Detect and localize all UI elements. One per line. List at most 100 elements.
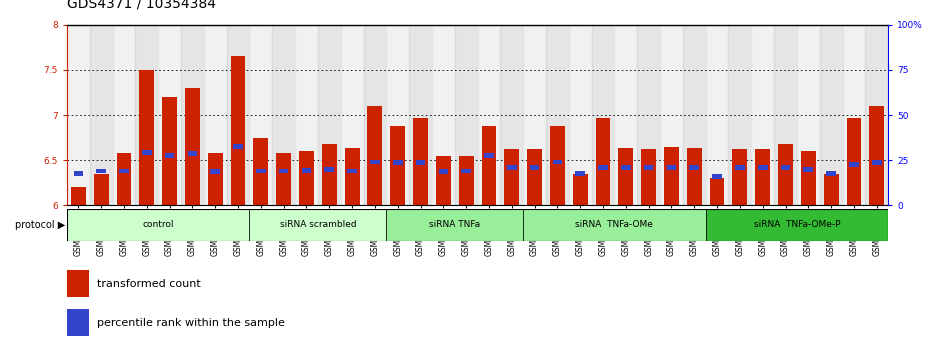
Text: percentile rank within the sample: percentile rank within the sample	[97, 318, 285, 328]
Bar	[90, 25, 113, 205]
Bar	[432, 25, 455, 205]
Bar	[204, 25, 227, 205]
Bar	[392, 160, 403, 165]
Bar	[644, 165, 654, 170]
Bar	[615, 25, 637, 205]
Bar	[67, 270, 89, 297]
Bar	[576, 171, 585, 176]
Bar	[439, 170, 448, 175]
Bar	[188, 152, 197, 156]
Bar	[826, 171, 836, 176]
Bar	[687, 148, 701, 205]
Bar	[158, 25, 181, 205]
Bar	[689, 165, 699, 170]
Bar	[165, 153, 175, 158]
Bar	[618, 148, 633, 205]
Text: siRNA  TNFa-OMe: siRNA TNFa-OMe	[576, 220, 654, 229]
Bar	[824, 174, 839, 205]
Bar	[231, 56, 246, 205]
Bar	[865, 25, 888, 205]
Bar	[67, 25, 90, 205]
Bar	[683, 25, 706, 205]
Bar	[524, 209, 706, 241]
Bar	[846, 118, 861, 205]
Bar	[870, 106, 884, 205]
Bar	[758, 165, 767, 170]
Bar	[552, 160, 563, 165]
Bar	[524, 25, 546, 205]
Text: GDS4371 / 10354384: GDS4371 / 10354384	[67, 0, 216, 10]
Bar	[819, 25, 843, 205]
Bar	[71, 187, 86, 205]
Bar	[728, 25, 751, 205]
Bar	[370, 160, 379, 165]
Bar	[436, 156, 451, 205]
Bar	[386, 209, 524, 241]
Bar	[530, 165, 539, 170]
Text: protocol ▶: protocol ▶	[15, 220, 65, 230]
Bar	[751, 25, 774, 205]
Bar	[119, 169, 129, 173]
Bar	[780, 165, 790, 170]
Bar	[227, 25, 249, 205]
Bar	[455, 25, 477, 205]
Bar	[667, 165, 676, 170]
Bar	[755, 149, 770, 205]
Bar	[94, 174, 109, 205]
Bar	[621, 165, 631, 170]
Bar	[710, 178, 724, 205]
Bar	[797, 25, 819, 205]
Bar	[550, 126, 565, 205]
Bar	[142, 150, 152, 155]
Bar	[162, 97, 177, 205]
Bar	[477, 25, 500, 205]
Bar	[664, 147, 679, 205]
Bar	[637, 25, 660, 205]
Bar	[500, 25, 524, 205]
Bar	[595, 118, 610, 205]
Bar	[482, 126, 497, 205]
Bar	[113, 25, 136, 205]
Bar	[641, 149, 656, 205]
Bar	[279, 169, 288, 173]
Bar	[591, 25, 615, 205]
Text: siRNA scrambled: siRNA scrambled	[280, 220, 356, 229]
Bar	[872, 160, 882, 165]
Bar	[801, 151, 816, 205]
Bar	[573, 174, 588, 205]
Bar	[409, 25, 432, 205]
Bar	[504, 149, 519, 205]
Bar	[116, 153, 131, 205]
Bar	[299, 151, 314, 205]
Text: siRNA  TNFa-OMe-P: siRNA TNFa-OMe-P	[753, 220, 840, 229]
Bar	[367, 106, 382, 205]
Bar	[301, 168, 312, 173]
Bar	[136, 25, 158, 205]
Bar	[733, 149, 748, 205]
Bar	[660, 25, 683, 205]
Text: control: control	[142, 220, 174, 229]
Bar	[185, 88, 200, 205]
Bar	[67, 309, 89, 336]
Bar	[843, 25, 865, 205]
Bar	[276, 153, 291, 205]
Bar	[345, 148, 360, 205]
Bar	[778, 144, 793, 205]
Bar	[140, 70, 154, 205]
Bar	[735, 165, 745, 170]
Bar	[461, 169, 471, 173]
Bar	[97, 169, 106, 173]
Text: transformed count: transformed count	[97, 279, 201, 289]
Bar	[249, 209, 386, 241]
Bar	[340, 25, 364, 205]
Bar	[249, 25, 272, 205]
Bar	[804, 167, 813, 172]
Bar	[546, 25, 569, 205]
Bar	[295, 25, 318, 205]
Bar	[272, 25, 295, 205]
Bar	[386, 25, 409, 205]
Bar	[207, 153, 222, 205]
Bar	[413, 118, 428, 205]
Bar	[256, 169, 266, 173]
Bar	[527, 149, 542, 205]
